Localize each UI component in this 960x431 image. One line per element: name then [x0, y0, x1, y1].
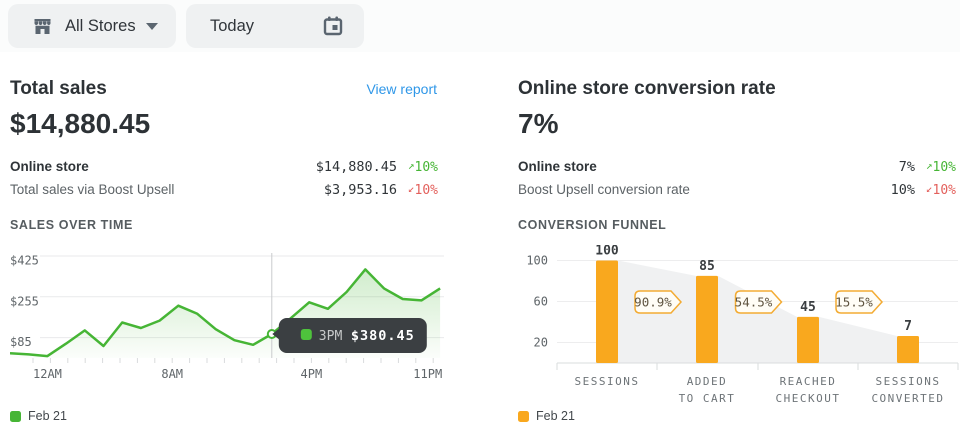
- store-icon: [34, 18, 51, 34]
- svg-text:12AM: 12AM: [33, 367, 62, 381]
- svg-text:60: 60: [534, 295, 548, 309]
- svg-text:SESSIONS: SESSIONS: [575, 375, 640, 388]
- delta-badge: ↙10%: [407, 182, 438, 198]
- svg-text:REACHED: REACHED: [780, 375, 837, 388]
- svg-text:100: 100: [526, 254, 548, 268]
- svg-text:85: 85: [699, 259, 715, 274]
- metric-value: 7%: [898, 159, 915, 175]
- view-report-link[interactable]: View report: [366, 81, 437, 97]
- metric-label: Boost Upsell conversion rate: [518, 182, 690, 197]
- metric-label: Online store: [518, 159, 597, 174]
- delta-badge: ↗10%: [925, 159, 956, 175]
- funnel-chart-legend: Feb 21: [518, 409, 575, 423]
- sales-over-time-label: SALES OVER TIME: [10, 218, 133, 232]
- svg-text:$425: $425: [10, 254, 39, 268]
- svg-text:$255: $255: [10, 294, 39, 308]
- trend-down-icon: ↙: [925, 182, 933, 195]
- svg-text:90.9%: 90.9%: [634, 295, 672, 310]
- trend-up-icon: ↗: [925, 159, 933, 172]
- metric-label: Total sales via Boost Upsell: [10, 182, 175, 197]
- legend-swatch-orange: [518, 410, 529, 422]
- metric-value: $14,880.45: [315, 159, 397, 175]
- chart-tooltip: 3PM $380.45: [272, 318, 427, 353]
- svg-text:8AM: 8AM: [161, 367, 183, 381]
- sales-over-time-chart[interactable]: $425 $255 $85 12AM 8AM 4PM 11PM 3PM $380.45: [10, 245, 456, 390]
- date-selector-label: Today: [210, 16, 255, 35]
- metric-row-boost-upsell-sales: Total sales via Boost Upsell $3,953.16 ↙…: [10, 179, 480, 202]
- svg-text:ADDED: ADDED: [687, 375, 728, 388]
- svg-text:$380.45: $380.45: [351, 328, 415, 344]
- svg-text:54.5%: 54.5%: [735, 295, 773, 310]
- metric-row-online-store-rate: Online store 7% ↗10%: [518, 156, 960, 179]
- metric-row-boost-upsell-rate: Boost Upsell conversion rate 10% ↙10%: [518, 179, 960, 202]
- total-sales-title: Total sales: [10, 78, 107, 99]
- svg-text:TO CART: TO CART: [679, 392, 736, 405]
- sales-chart-legend: Feb 21: [10, 409, 67, 423]
- metric-value: $3,953.16: [323, 182, 397, 198]
- conversion-funnel-chart[interactable]: 100 60 20 100 85 45 7 90.9% 54.5% 15.5% SESSIONS AD…: [518, 245, 960, 410]
- store-selector-label: All Stores: [65, 16, 136, 35]
- store-selector-button[interactable]: All Stores: [8, 4, 176, 48]
- svg-text:100: 100: [595, 245, 619, 259]
- svg-text:20: 20: [534, 336, 548, 350]
- legend-label: Feb 21: [28, 409, 67, 423]
- trend-down-icon: ↙: [407, 182, 415, 195]
- svg-text:7: 7: [904, 319, 912, 334]
- metric-row-online-store-sales: Online store $14,880.45 ↗10%: [10, 156, 480, 179]
- svg-text:11PM: 11PM: [413, 367, 442, 381]
- conversion-rate-panel: Online store conversion rate 7% Online s…: [508, 52, 960, 431]
- svg-text:3PM: 3PM: [319, 329, 343, 344]
- date-selector-button[interactable]: Today: [186, 4, 364, 48]
- calendar-icon: [323, 16, 343, 36]
- legend-label: Feb 21: [536, 409, 575, 423]
- svg-text:$85: $85: [10, 335, 32, 349]
- conversion-rate-value: 7%: [518, 108, 559, 139]
- total-sales-panel: Total sales View report $14,880.45 Onlin…: [0, 52, 480, 431]
- chevron-down-icon: [146, 22, 158, 30]
- svg-text:45: 45: [800, 300, 816, 315]
- trend-up-icon: ↗: [407, 159, 415, 172]
- metric-value: 10%: [890, 182, 915, 198]
- legend-swatch-green: [10, 410, 21, 422]
- svg-text:4PM: 4PM: [301, 367, 323, 381]
- metric-label: Online store: [10, 159, 89, 174]
- svg-text:CHECKOUT: CHECKOUT: [776, 392, 841, 405]
- svg-text:CONVERTED: CONVERTED: [871, 392, 944, 405]
- top-bar: All Stores Today: [0, 0, 960, 52]
- conversion-funnel-label: CONVERSION FUNNEL: [518, 218, 667, 232]
- conversion-rate-title: Online store conversion rate: [518, 78, 776, 99]
- delta-badge: ↗10%: [407, 159, 438, 175]
- svg-text:15.5%: 15.5%: [835, 295, 873, 310]
- delta-badge: ↙10%: [925, 182, 956, 198]
- total-sales-value: $14,880.45: [10, 108, 151, 139]
- svg-text:SESSIONS: SESSIONS: [876, 375, 941, 388]
